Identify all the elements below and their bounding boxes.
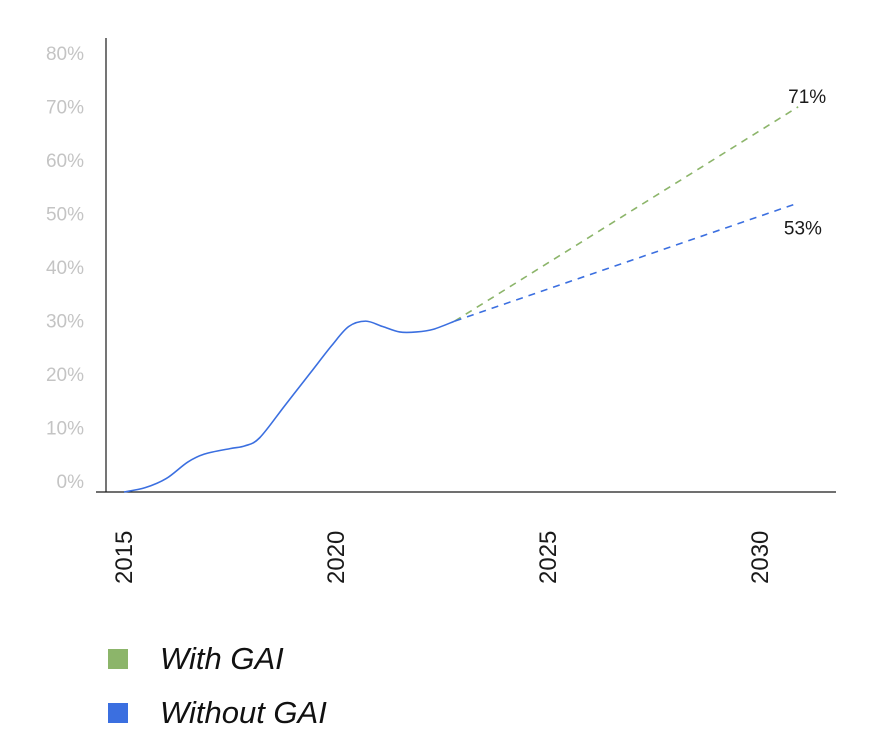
y-tick-label: 40% [46,258,84,279]
end-label-with-gai: 71% [788,87,826,108]
x-tick-label: 2020 [323,531,350,584]
legend-item-with-gai: With GAI [108,632,327,686]
y-tick-label: 10% [46,419,84,440]
series-line-without-gai [454,203,795,322]
y-tick-label: 80% [46,44,84,65]
legend-label-without-gai: Without GAI [160,695,327,730]
series-line-historical [123,320,456,493]
y-tick-label: 20% [46,365,84,386]
end-label-without-gai: 53% [784,218,822,239]
y-tick-label: 0% [57,472,85,493]
y-axis-ticks: 0% 10% 20% 30% 40% 50% 60% 70% 80% [46,44,84,493]
legend-label-with-gai: With GAI [160,641,284,676]
legend-swatch-with-gai [108,649,128,669]
x-tick-label: 2030 [747,531,774,584]
legend-swatch-without-gai [108,703,128,723]
series-line-with-gai [454,106,799,322]
legend: With GAI Without GAI [108,632,327,740]
y-tick-label: 30% [46,312,84,333]
legend-item-without-gai: Without GAI [108,686,327,740]
x-tick-label: 2025 [535,531,562,584]
x-axis-ticks: 2015 2020 2025 2030 [111,531,774,584]
y-tick-label: 50% [46,205,84,226]
y-tick-label: 60% [46,151,84,172]
y-tick-label: 70% [46,98,84,119]
line-chart: 0%10%20%30%40%50%60%70%80% 2015 2020 2025 2… [46,38,836,584]
x-tick-label: 2015 [111,531,138,584]
